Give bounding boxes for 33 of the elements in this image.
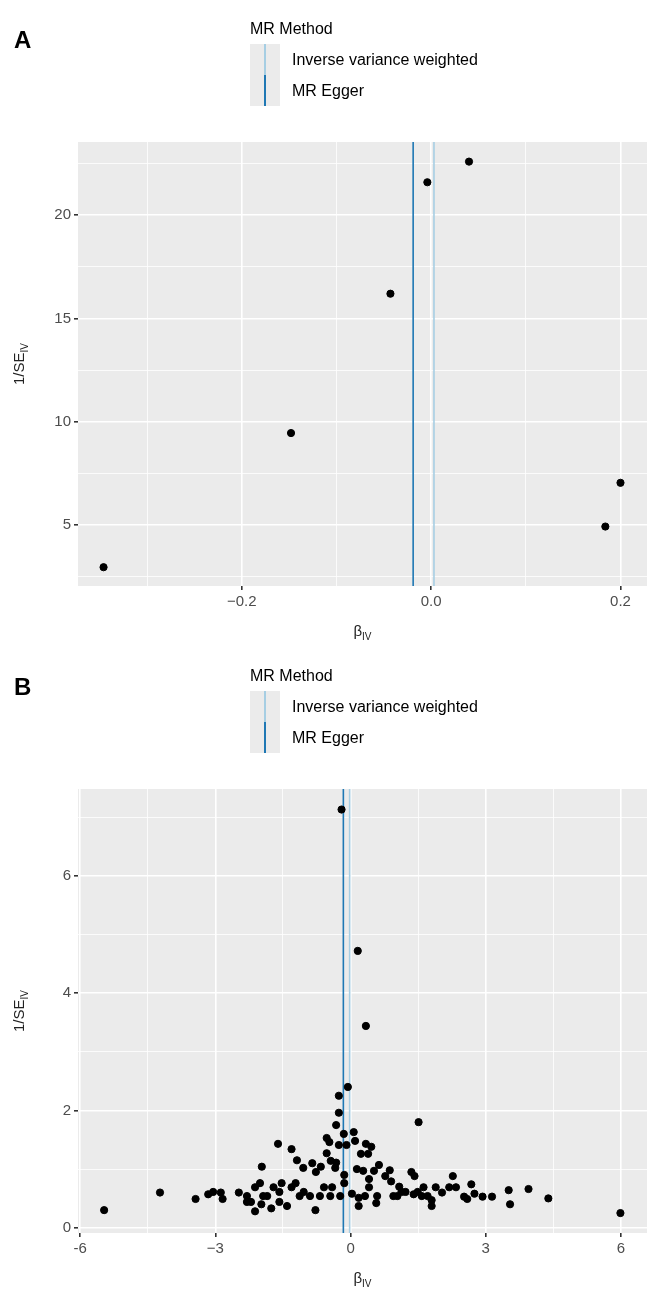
y-tick-label: 5 bbox=[62, 515, 71, 533]
legend-title: MR Method bbox=[250, 667, 334, 685]
point bbox=[464, 157, 474, 166]
point bbox=[99, 563, 108, 572]
legend-label: MR Egger bbox=[292, 81, 365, 100]
y-tick-label: 2 bbox=[62, 1100, 71, 1118]
x-tick-label: 3 bbox=[481, 1239, 490, 1257]
x-tick-label: 0.2 bbox=[610, 592, 631, 610]
y-tick-label: 15 bbox=[54, 308, 71, 326]
y-tick-label: 4 bbox=[62, 983, 71, 1001]
x-tick-label: −0.2 bbox=[226, 592, 257, 610]
x-tick-label: 0 bbox=[346, 1239, 355, 1257]
x-tick-label: 0.0 bbox=[420, 592, 442, 610]
x-axis-title: β$_{IV}$ bbox=[353, 1269, 372, 1289]
legend-title: MR Method bbox=[250, 20, 334, 38]
y-tick-label: 0 bbox=[62, 1217, 71, 1235]
x-axis-title: β$_{IV}$ bbox=[353, 622, 372, 642]
point bbox=[423, 178, 432, 187]
legend-label: Inverse variance weighted bbox=[292, 697, 478, 716]
legend-label: MR Egger bbox=[292, 728, 365, 747]
point bbox=[616, 478, 625, 487]
legend-label: Inverse variance weighted bbox=[292, 50, 478, 69]
point bbox=[386, 289, 395, 298]
chart-title: B bbox=[14, 673, 32, 701]
x-tick-label: 6 bbox=[616, 1239, 626, 1257]
x-tick-label: −3 bbox=[206, 1239, 224, 1257]
point bbox=[286, 428, 296, 438]
chart-title: A bbox=[14, 26, 32, 54]
y-tick-label: 10 bbox=[54, 411, 71, 429]
point bbox=[601, 522, 610, 531]
y-tick-label: 20 bbox=[54, 205, 71, 223]
x-tick-label: -6 bbox=[73, 1239, 87, 1257]
y-tick-label: 6 bbox=[62, 865, 71, 883]
